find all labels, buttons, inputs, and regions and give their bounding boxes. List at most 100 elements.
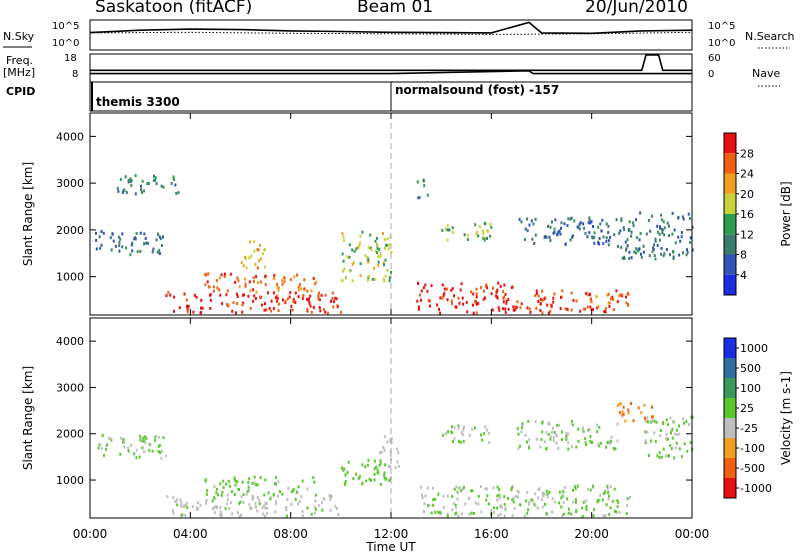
heatmap-cell <box>503 283 506 287</box>
heatmap-cell <box>209 307 212 310</box>
heatmap-cell <box>502 296 505 300</box>
heatmap-cell <box>553 430 556 434</box>
heatmap-cell <box>359 241 361 245</box>
heatmap-cell <box>520 430 523 434</box>
heatmap-cell <box>361 463 364 467</box>
heatmap-cell <box>507 298 510 301</box>
heatmap-cell <box>342 235 345 239</box>
heatmap-cell <box>236 302 239 306</box>
heatmap-cell <box>179 498 182 502</box>
heatmap-cell <box>219 505 222 509</box>
heatmap-cell <box>387 464 390 468</box>
colorbar-label: Velocity [m s-1] <box>779 371 793 465</box>
heatmap-cell <box>673 456 676 460</box>
heatmap-cell <box>498 488 501 492</box>
heatmap-cell <box>648 254 651 258</box>
heatmap-cell <box>611 295 614 299</box>
heatmap-cell <box>496 288 499 292</box>
heatmap-cell <box>141 179 144 183</box>
heatmap-cell <box>302 294 305 297</box>
heatmap-cell <box>248 280 251 284</box>
heatmap-cell <box>135 456 138 460</box>
nave-tick-hi: 60 <box>708 53 721 64</box>
heatmap-cell <box>514 308 517 312</box>
heatmap-cell <box>259 295 262 299</box>
heatmap-cell <box>659 226 662 230</box>
heatmap-cell <box>97 446 100 450</box>
heatmap-cell <box>296 273 298 277</box>
heatmap-cell <box>118 244 121 248</box>
heatmap-cell <box>652 415 655 419</box>
heatmap-cell <box>644 441 647 445</box>
heatmap-cell <box>644 430 647 434</box>
heatmap-cell <box>615 218 618 222</box>
heatmap-cell <box>424 283 427 287</box>
heatmap-cell <box>120 436 123 440</box>
heatmap-cell <box>482 297 485 301</box>
y-axis-label: Slant Range [km] <box>21 162 35 266</box>
heatmap-cell <box>434 510 437 514</box>
heatmap-cell <box>572 488 574 492</box>
heatmap-cell <box>310 310 313 314</box>
heatmap-cell <box>492 286 494 290</box>
heatmap-cell <box>466 310 469 314</box>
heatmap-cell <box>278 302 281 306</box>
heatmap-cell <box>364 254 367 258</box>
heatmap-cell <box>453 502 456 506</box>
heatmap-cell <box>480 433 483 437</box>
heatmap-cell <box>314 507 317 511</box>
heatmap-cell <box>225 482 228 486</box>
heatmap-cell <box>274 510 277 514</box>
heatmap-cell <box>541 298 544 302</box>
heatmap-cell <box>310 512 313 516</box>
heatmap-cell <box>264 506 267 510</box>
heatmap-cell <box>589 435 592 439</box>
heatmap-cell <box>343 467 346 471</box>
heatmap-cell <box>253 475 256 479</box>
heatmap-cell <box>605 445 608 449</box>
heatmap-cell <box>439 311 442 315</box>
heatmap-cell <box>681 215 684 219</box>
heatmap-cell <box>129 177 132 181</box>
heatmap-cell <box>535 437 538 441</box>
heatmap-cell <box>612 308 615 312</box>
heatmap-cell <box>297 285 300 289</box>
heatmap-cell <box>209 298 212 302</box>
heatmap-cell <box>253 249 256 253</box>
heatmap-cell <box>639 211 642 215</box>
heatmap-cell <box>518 217 521 221</box>
heatmap-cell <box>574 498 577 502</box>
heatmap-cell <box>376 236 378 240</box>
nsky-right-lo: 10^0 <box>708 38 736 49</box>
heatmap-cell <box>563 222 566 226</box>
heatmap-cell <box>652 246 655 250</box>
heatmap-cell <box>620 245 623 249</box>
heatmap-cell <box>127 449 130 453</box>
heatmap-cell <box>686 449 689 453</box>
heatmap-cell <box>691 415 694 419</box>
heatmap-cell <box>663 226 666 230</box>
heatmap-cell <box>243 277 246 281</box>
heatmap-cell <box>566 308 569 311</box>
heatmap-cell <box>383 448 386 452</box>
heatmap-cell <box>421 493 424 497</box>
heatmap-cell <box>570 216 573 220</box>
heatmap-cell <box>597 305 600 309</box>
heatmap-cell <box>621 410 624 414</box>
heatmap-cell <box>672 420 675 424</box>
heatmap-cell <box>373 266 376 270</box>
heatmap-cell <box>678 432 681 436</box>
heatmap-cell <box>484 296 486 300</box>
y-tick-label: 3000 <box>56 177 84 190</box>
heatmap-cell <box>276 296 279 300</box>
heatmap-cell <box>514 305 517 309</box>
heatmap-cell <box>95 238 98 242</box>
x-tick-label: 12:00 <box>374 527 409 541</box>
heatmap-cell <box>479 485 482 489</box>
heatmap-cell <box>632 221 635 225</box>
heatmap-cell <box>503 495 506 499</box>
heatmap-cell <box>457 486 460 490</box>
heatmap-cell <box>592 308 594 312</box>
heatmap-cell <box>451 431 454 435</box>
heatmap-cell <box>353 249 356 253</box>
